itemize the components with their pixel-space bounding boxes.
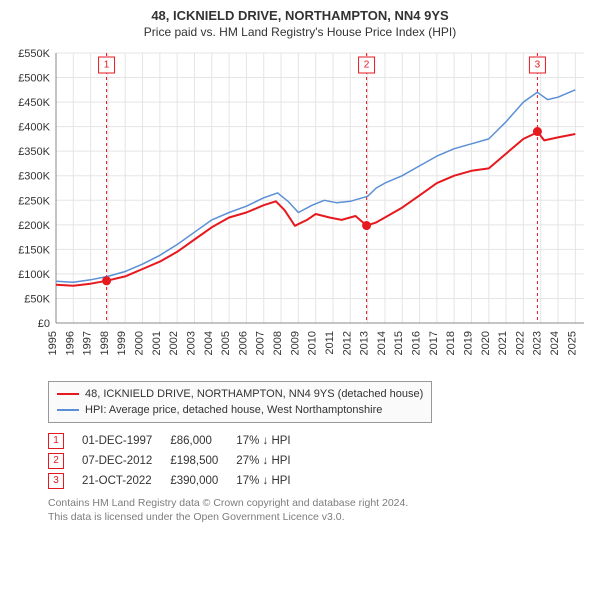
x-tick-label: 1995 — [47, 331, 59, 355]
event-price: £86,000 — [170, 433, 236, 449]
legend-swatch — [57, 393, 79, 395]
x-tick-label: 2022 — [514, 331, 526, 355]
x-tick-label: 2014 — [376, 331, 388, 355]
series-marker — [362, 221, 371, 230]
y-tick-label: £100K — [18, 269, 50, 281]
legend-item: 48, ICKNIELD DRIVE, NORTHAMPTON, NN4 9YS… — [57, 386, 423, 402]
x-tick-label: 2002 — [168, 331, 180, 355]
y-tick-label: £400K — [18, 122, 50, 134]
series-marker — [102, 276, 111, 285]
y-tick-label: £150K — [18, 244, 50, 256]
event-row: 1 01-DEC-1997£86,00017% ↓ HPI — [48, 433, 309, 449]
event-num-box: 2 — [48, 453, 64, 469]
event-row: 2 07-DEC-2012£198,50027% ↓ HPI — [48, 453, 309, 469]
y-tick-label: £350K — [18, 146, 50, 158]
x-tick-label: 1998 — [99, 331, 111, 355]
footer: Contains HM Land Registry data © Crown c… — [48, 497, 592, 524]
event-marker-num: 2 — [364, 60, 370, 71]
y-tick-label: £450K — [18, 97, 50, 109]
event-num-box: 3 — [48, 473, 64, 489]
x-tick-label: 2003 — [185, 331, 197, 355]
x-tick-label: 2023 — [532, 331, 544, 355]
event-delta: 27% ↓ HPI — [236, 453, 308, 469]
x-tick-label: 1996 — [64, 331, 76, 355]
x-tick-label: 2017 — [428, 331, 440, 355]
event-marker-num: 1 — [104, 60, 110, 71]
x-tick-label: 2013 — [359, 331, 371, 355]
event-marker-num: 3 — [535, 60, 541, 71]
x-tick-label: 2019 — [462, 331, 474, 355]
footer-line-1: Contains HM Land Registry data © Crown c… — [48, 497, 592, 511]
x-tick-label: 2009 — [289, 331, 301, 355]
legend-swatch — [57, 409, 79, 411]
x-tick-label: 2020 — [480, 331, 492, 355]
event-num-box: 1 — [48, 433, 64, 449]
x-tick-label: 2021 — [497, 331, 509, 355]
event-price: £198,500 — [170, 453, 236, 469]
event-date: 07-DEC-2012 — [82, 453, 170, 469]
chart-svg: £0 £50K £100K £150K £200K £250K £300K £350K £400… — [8, 45, 592, 375]
x-tick-label: 2000 — [134, 331, 146, 355]
legend-label: 48, ICKNIELD DRIVE, NORTHAMPTON, NN4 9YS… — [85, 386, 423, 402]
y-tick-label: £50K — [24, 293, 50, 305]
event-row: 3 21-OCT-2022£390,00017% ↓ HPI — [48, 473, 309, 489]
y-tick-label: £300K — [18, 171, 50, 183]
x-tick-label: 2007 — [255, 331, 267, 355]
series-marker — [533, 127, 542, 136]
chart-title: 48, ICKNIELD DRIVE, NORTHAMPTON, NN4 9YS — [8, 8, 592, 23]
x-tick-label: 1997 — [82, 331, 94, 355]
chart-subtitle: Price paid vs. HM Land Registry's House … — [8, 25, 592, 39]
x-tick-label: 2012 — [341, 331, 353, 355]
x-tick-label: 2016 — [411, 331, 423, 355]
x-tick-label: 2010 — [307, 331, 319, 355]
x-tick-label: 2018 — [445, 331, 457, 355]
event-date: 01-DEC-1997 — [82, 433, 170, 449]
x-tick-label: 2005 — [220, 331, 232, 355]
event-delta: 17% ↓ HPI — [236, 433, 308, 449]
x-tick-label: 2015 — [393, 331, 405, 355]
event-date: 21-OCT-2022 — [82, 473, 170, 489]
legend: 48, ICKNIELD DRIVE, NORTHAMPTON, NN4 9YS… — [48, 381, 432, 423]
x-tick-label: 2008 — [272, 331, 284, 355]
x-tick-label: 2004 — [203, 331, 215, 355]
y-tick-label: £250K — [18, 195, 50, 207]
footer-line-2: This data is licensed under the Open Gov… — [48, 511, 592, 525]
events-table: 101-DEC-1997£86,00017% ↓ HPI207-DEC-2012… — [48, 429, 592, 493]
y-tick-label: £500K — [18, 73, 50, 85]
x-tick-label: 1999 — [116, 331, 128, 355]
x-tick-label: 2001 — [151, 331, 163, 355]
x-tick-label: 2025 — [566, 331, 578, 355]
y-tick-label: £0 — [38, 318, 50, 330]
event-price: £390,000 — [170, 473, 236, 489]
y-tick-label: £200K — [18, 220, 50, 232]
x-tick-label: 2011 — [324, 331, 336, 355]
legend-label: HPI: Average price, detached house, West… — [85, 402, 382, 418]
x-tick-label: 2006 — [237, 331, 249, 355]
legend-item: HPI: Average price, detached house, West… — [57, 402, 423, 418]
chart-area: £0 £50K £100K £150K £200K £250K £300K £350K £400… — [8, 45, 592, 375]
x-tick-label: 2024 — [549, 331, 561, 355]
y-tick-label: £550K — [18, 48, 50, 60]
event-delta: 17% ↓ HPI — [236, 473, 308, 489]
